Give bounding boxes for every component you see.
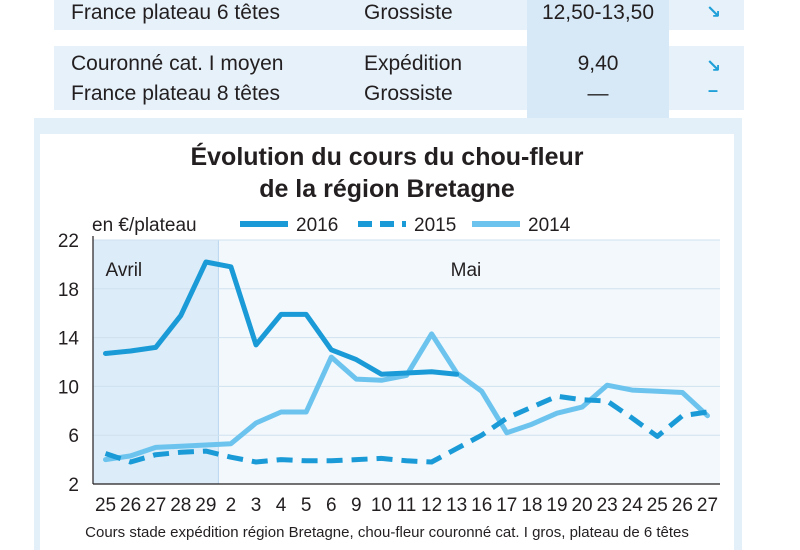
price-cell: 12,50-13,50 [541, 1, 655, 24]
x-tick-label: 17 [496, 495, 517, 516]
x-tick-label: 23 [597, 495, 618, 516]
x-tick-label: 20 [571, 495, 592, 516]
x-tick-label: 19 [546, 495, 567, 516]
series-line-2016 [103, 259, 460, 377]
x-tick-label: 2 [226, 495, 237, 516]
x-tick-label: 18 [521, 495, 542, 516]
x-tick-label: 27 [145, 495, 166, 516]
x-tick-label: 6 [326, 495, 337, 516]
right-margin [742, 0, 800, 550]
series-line-2015 [104, 393, 708, 465]
legend-label-2016: 2016 [296, 215, 338, 236]
price-cell: — [587, 82, 609, 105]
y-tick-label: 10 [58, 377, 79, 398]
x-tick-label: 11 [397, 495, 417, 516]
x-tick-label: 16 [471, 495, 492, 516]
x-tick-label: 25 [647, 495, 668, 516]
x-tick-label: 9 [351, 495, 362, 516]
x-tick-label: 5 [301, 495, 312, 516]
x-tick-label: 29 [195, 495, 216, 516]
x-tick-label: 24 [622, 495, 644, 516]
trend-down-icon: ↘ [706, 56, 722, 76]
market-cell: Expédition [364, 52, 463, 75]
x-tick-label: 27 [697, 495, 718, 516]
product-cell: France plateau 8 têtes [71, 82, 280, 105]
y-tick-label: 18 [58, 280, 79, 301]
x-tick-label: 13 [446, 495, 467, 516]
price-table: France plateau 6 têtes Grossiste 12,50-1… [34, 0, 744, 118]
product-cell: France plateau 6 têtes [71, 1, 280, 24]
x-tick-label: 26 [672, 495, 693, 516]
x-tick-label: 10 [371, 495, 392, 516]
unit-label: en €/plateau [92, 215, 197, 236]
chart-title-line-2: de la région Bretagne [259, 175, 515, 203]
month-label: Mai [451, 260, 482, 281]
market-cell: Grossiste [364, 82, 453, 105]
price-cell: 9,40 [577, 52, 619, 75]
chart-caption: Cours stade expédition région Bretagne, … [85, 524, 689, 541]
x-tick-label: 3 [251, 495, 262, 516]
trend-down-icon: ↘ [706, 2, 722, 22]
y-tick-label: 2 [68, 475, 79, 496]
x-tick-label: 26 [120, 495, 141, 516]
x-tick-label: 25 [95, 495, 116, 516]
product-cell: Couronné cat. I moyen [71, 52, 284, 75]
x-tick-label: 4 [276, 495, 287, 516]
y-tick-label: 6 [68, 426, 79, 447]
market-cell: Grossiste [364, 1, 453, 24]
trend-flat-icon: – [708, 80, 719, 100]
x-tick-label: 12 [421, 495, 442, 516]
x-tick-label: 28 [170, 495, 191, 516]
month-label: Avril [106, 260, 143, 281]
y-tick-label: 14 [58, 329, 80, 350]
legend-label-2015: 2015 [414, 215, 456, 236]
chart-title-line-1: Évolution du cours du chou-fleur [190, 143, 584, 171]
y-tick-label: 22 [58, 231, 79, 252]
left-margin [0, 0, 34, 550]
price-column [527, 0, 669, 118]
legend-label-2014: 2014 [528, 215, 571, 236]
chart-panel: Évolution du cours du chou-fleur de la r… [40, 134, 734, 550]
